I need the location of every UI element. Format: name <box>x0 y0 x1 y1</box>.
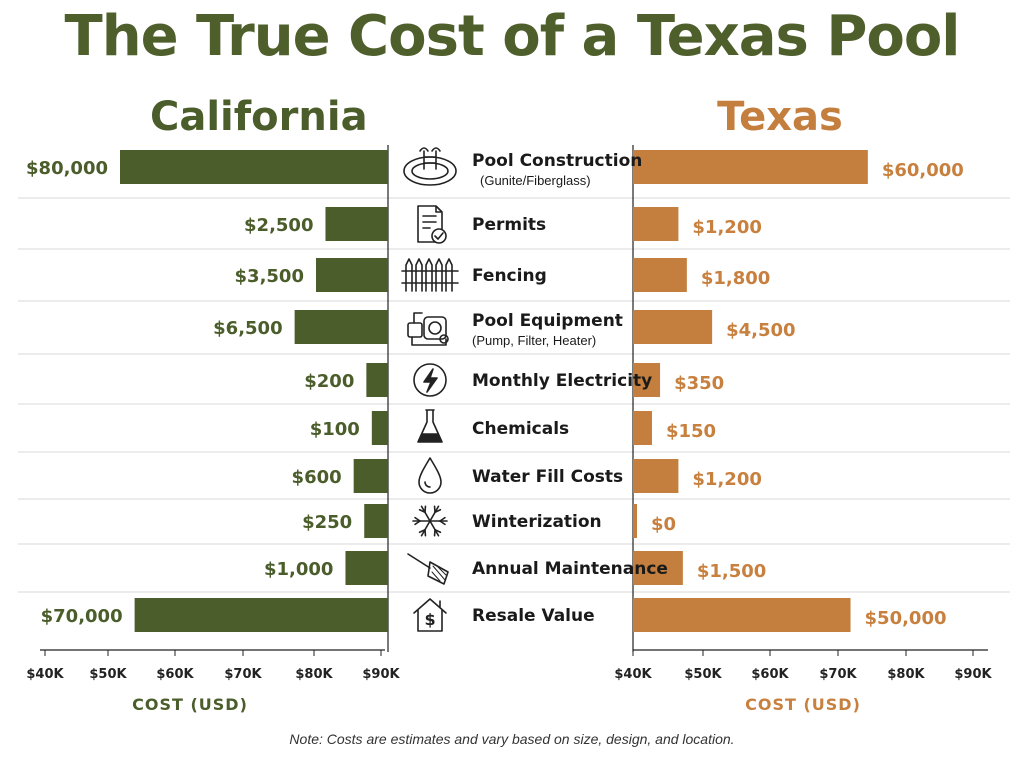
california-x-tick-label: $90K <box>362 667 400 682</box>
texas-x-tick-label: $50K <box>684 667 722 682</box>
texas-x-axis-label: COST (USD) <box>745 695 861 714</box>
california-bar <box>366 363 388 397</box>
california-value-label: $600 <box>292 467 342 488</box>
texas-bar <box>633 150 868 184</box>
california-bar <box>294 310 388 344</box>
california-bar <box>345 551 388 585</box>
texas-value-label: $1,200 <box>692 217 761 238</box>
california-x-tick-label: $40K <box>26 667 64 682</box>
footnote: Note: Costs are estimates and vary based… <box>289 731 735 747</box>
category-label: Permits <box>472 215 546 235</box>
california-bar <box>325 207 388 241</box>
pump-icon <box>407 312 449 346</box>
california-x-tick-label: $70K <box>224 667 262 682</box>
texas-bar <box>633 459 679 493</box>
skimmer-net-icon <box>407 553 449 585</box>
california-title: California <box>150 94 368 140</box>
california-bar <box>364 504 388 538</box>
texas-x-tick-label: $90K <box>954 667 992 682</box>
texas-value-label: $0 <box>651 514 676 535</box>
texas-x-tick-label: $60K <box>751 667 789 682</box>
california-bar <box>120 150 388 184</box>
svg-text:$: $ <box>424 610 435 629</box>
california-value-label: $3,500 <box>235 266 304 287</box>
california-value-label: $6,500 <box>213 318 282 339</box>
texas-value-label: $4,500 <box>726 320 795 341</box>
texas-value-label: $150 <box>666 421 716 442</box>
texas-title: Texas <box>717 94 843 140</box>
texas-value-label: $350 <box>674 373 724 394</box>
category-label: Resale Value <box>472 606 595 626</box>
texas-bar <box>633 310 713 344</box>
category-label: Annual Maintenance <box>472 559 668 579</box>
category-sublabel: (Pump, Filter, Heater) <box>472 333 596 348</box>
category-label: Water Fill Costs <box>472 467 623 487</box>
page-title: The True Cost of a Texas Pool <box>64 4 961 69</box>
california-bar <box>353 459 388 493</box>
document-check-icon <box>417 205 447 244</box>
category-label: Pool Equipment <box>472 311 623 331</box>
california-x-axis-label: COST (USD) <box>132 695 248 714</box>
texas-bar <box>633 207 679 241</box>
texas-bar <box>633 598 851 632</box>
california-bar <box>315 258 388 292</box>
california-x-tick-label: $50K <box>89 667 127 682</box>
california-bar <box>371 411 388 445</box>
texas-value-label: $1,200 <box>692 469 761 490</box>
water-drop-icon <box>418 457 442 494</box>
texas-bar <box>633 258 687 292</box>
california-value-label: $80,000 <box>26 158 108 179</box>
texas-x-tick-label: $70K <box>819 667 857 682</box>
texas-bar <box>633 504 637 538</box>
category-label: Pool Construction <box>472 151 642 171</box>
california-x-tick-label: $80K <box>295 667 333 682</box>
category-label: Monthly Electricity <box>472 371 652 391</box>
texas-value-label: $60,000 <box>882 160 964 181</box>
category-label: Chemicals <box>472 419 569 439</box>
texas-value-label: $1,500 <box>697 561 766 582</box>
category-sublabel: (Gunite/Fiberglass) <box>480 173 591 188</box>
california-x-tick-label: $60K <box>156 667 194 682</box>
california-value-label: $1,000 <box>264 559 333 580</box>
flask-icon <box>417 409 443 443</box>
category-label: Fencing <box>472 266 547 286</box>
california-value-label: $70,000 <box>41 606 123 627</box>
snowflake-icon <box>412 505 448 537</box>
texas-bar <box>633 411 652 445</box>
california-value-label: $250 <box>302 512 352 533</box>
texas-value-label: $50,000 <box>865 608 947 629</box>
row-dividers <box>18 197 1010 593</box>
texas-x-tick-label: $40K <box>614 667 652 682</box>
california-value-label: $100 <box>310 419 360 440</box>
california-value-label: $200 <box>304 371 354 392</box>
category-label: Winterization <box>472 512 602 532</box>
texas-bar <box>633 363 661 397</box>
california-value-label: $2,500 <box>244 215 313 236</box>
pool-icon <box>403 147 457 186</box>
texas-x-tick-label: $80K <box>887 667 925 682</box>
lightning-icon <box>413 363 447 397</box>
house-dollar-icon: $ <box>413 598 447 632</box>
california-bar <box>134 598 388 632</box>
texas-value-label: $1,800 <box>701 268 770 289</box>
fence-icon <box>401 258 459 292</box>
texas-bar <box>633 551 683 585</box>
cost-comparison-chart: $40K $50K $60K $70K $80K $90K $40K $50K $60K $70K… <box>18 145 1010 714</box>
